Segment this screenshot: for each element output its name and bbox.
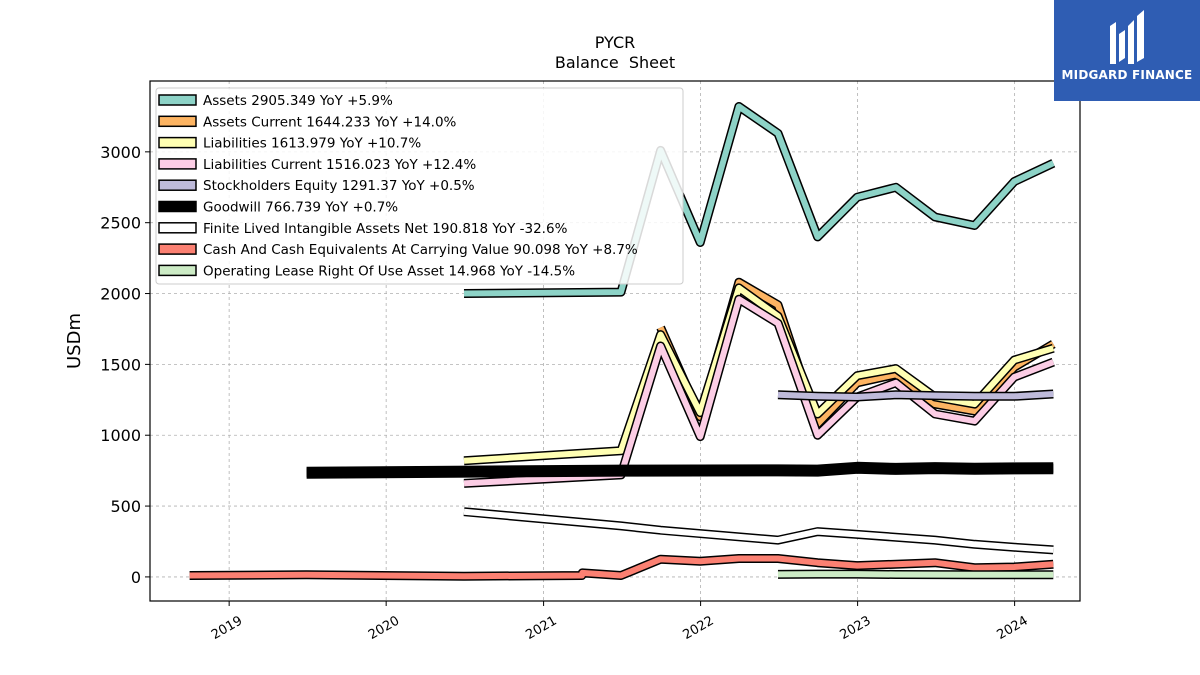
x-tick-label: 2021 [523, 613, 559, 643]
legend-item: Assets 2905.349 YoY +5.9% [158, 93, 393, 109]
legend-label: Finite Lived Intangible Assets Net 190.8… [203, 221, 568, 237]
series-line [306, 463, 1054, 478]
legend-item: Liabilities 1613.979 YoY +10.7% [158, 136, 421, 152]
y-tick-label: 1000 [100, 426, 141, 445]
series-3 [463, 294, 1055, 488]
legend-item: Assets Current 1644.233 YoY +14.0% [158, 114, 457, 130]
legend-item: Finite Lived Intangible Assets Net 190.8… [158, 221, 568, 237]
legend-item: Liabilities Current 1516.023 YoY +12.4% [158, 157, 476, 173]
brand-logo: MIDGARD FINANCE [1054, 0, 1200, 101]
legend-swatch [158, 136, 197, 149]
legend-swatch [158, 243, 197, 255]
series-line [189, 555, 1054, 580]
series-line [777, 571, 1054, 578]
y-axis: 0 500 1000 1500 2000 2500 3000 [100, 143, 150, 587]
legend-item: Stockholders Equity 1291.37 YoY +0.5% [158, 178, 475, 194]
x-tick-label: 2023 [837, 613, 873, 643]
legend-label: Stockholders Equity 1291.37 YoY +0.5% [203, 178, 475, 194]
series-line [463, 296, 1055, 487]
logo-text: MIDGARD FINANCE [1061, 68, 1193, 82]
x-tick-label: 2020 [366, 613, 402, 643]
legend-item: Cash And Cash Equivalents At Carrying Va… [158, 242, 638, 258]
legend-label: Assets Current 1644.233 YoY +14.0% [203, 114, 457, 130]
series-5 [306, 461, 1054, 479]
midgard-logo-icon [1110, 10, 1144, 64]
legend-label: Liabilities Current 1516.023 YoY +12.4% [203, 157, 476, 173]
series-8 [777, 569, 1054, 580]
y-axis-label: USDm [64, 313, 85, 369]
y-tick-label: 1500 [100, 355, 141, 374]
x-axis: 2019 2020 2021 2022 2023 2024 [209, 601, 1031, 643]
legend: Assets 2905.349 YoY +5.9% Assets Current … [155, 87, 684, 285]
y-tick-label: 0 [131, 568, 141, 587]
legend-swatch [158, 200, 197, 213]
series-6 [463, 507, 1054, 555]
y-tick-label: 2500 [100, 214, 141, 233]
x-tick-label: 2022 [680, 613, 716, 643]
plot-frame [149, 80, 1081, 602]
chart-title: PYCR [595, 33, 635, 52]
legend-box [155, 87, 684, 285]
x-tick-label: 2019 [209, 613, 245, 643]
legend-swatch [158, 222, 197, 234]
legend-label: Operating Lease Right Of Use Asset 14.96… [203, 263, 575, 279]
series-line [463, 284, 1055, 464]
series-4 [777, 389, 1054, 402]
y-tick-label: 500 [110, 497, 141, 516]
series-line [463, 508, 1054, 553]
y-tick-label: 3000 [100, 143, 141, 162]
series-2 [463, 283, 1055, 466]
legend-item: Goodwill 766.739 YoY +0.7% [158, 200, 398, 216]
series-layer [189, 102, 1056, 581]
series-line [777, 391, 1054, 400]
legend-label: Cash And Cash Equivalents At Carrying Va… [203, 242, 638, 258]
legend-swatch [158, 264, 197, 277]
legend-swatch [158, 158, 197, 170]
legend-label: Goodwill 766.739 YoY +0.7% [203, 200, 398, 216]
chart-subtitle: Balance Sheet [555, 53, 675, 72]
legend-item: Operating Lease Right Of Use Asset 14.96… [158, 263, 575, 279]
legend-label: Liabilities 1613.979 YoY +10.7% [203, 136, 421, 152]
x-tick-label: 2024 [994, 613, 1030, 643]
legend-swatch [158, 179, 197, 191]
legend-swatch [158, 115, 197, 128]
legend-swatch [158, 94, 197, 106]
y-tick-label: 2000 [100, 285, 141, 304]
legend-label: Assets 2905.349 YoY +5.9% [203, 93, 393, 109]
series-7 [189, 554, 1054, 581]
